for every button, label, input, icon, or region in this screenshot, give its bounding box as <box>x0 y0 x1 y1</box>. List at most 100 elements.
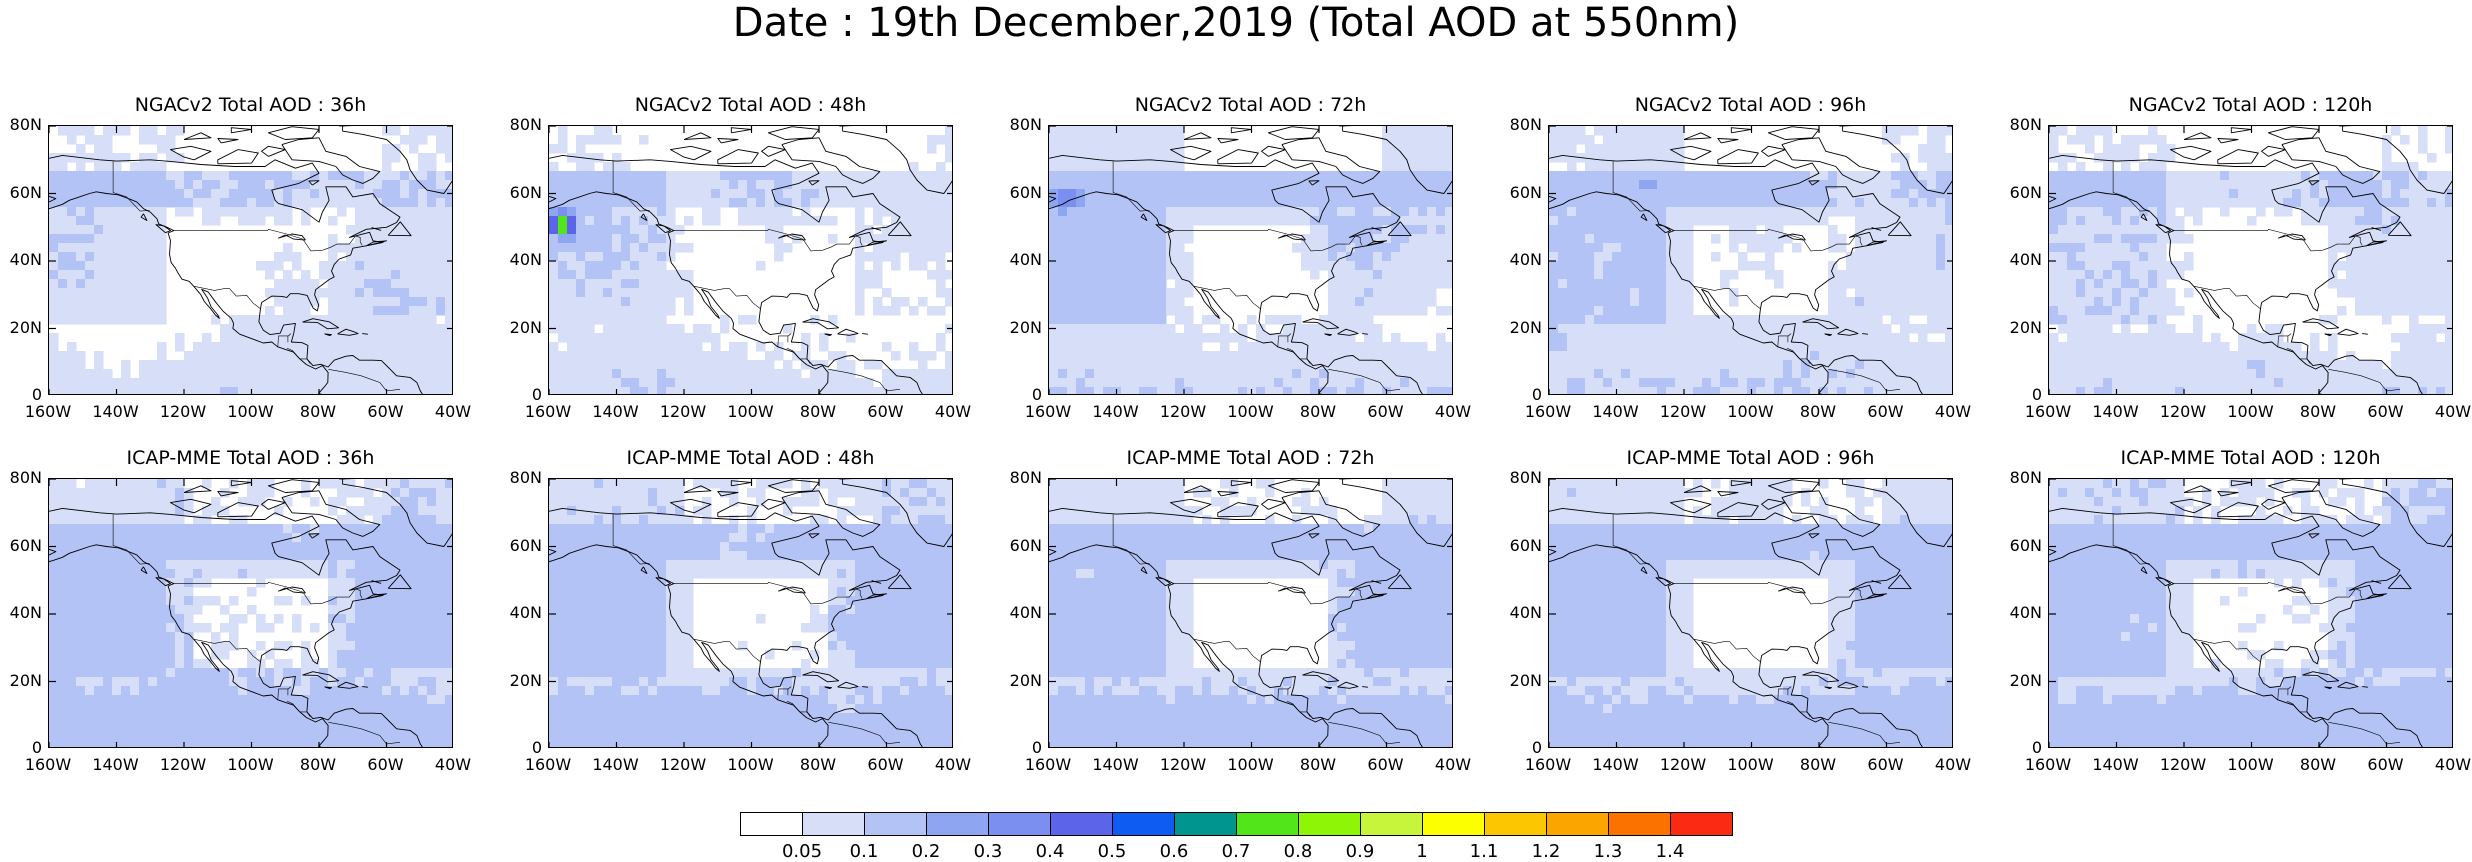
border-lines <box>112 514 401 745</box>
lat-tick-label: 80N <box>1509 468 1542 487</box>
colorbar-swatch <box>1546 812 1609 836</box>
colorbar-swatch <box>1236 812 1299 836</box>
lon-tick-label: 160W <box>524 402 572 421</box>
lon-tick-label: 80W <box>1299 755 1337 774</box>
colorbar-level-label: 0.1 <box>849 841 879 862</box>
lat-tick-label: 40N <box>509 250 542 269</box>
lat-tick-label: 80N <box>9 468 42 487</box>
colorbar-swatch <box>1670 812 1733 836</box>
lat-tick-label: 20N <box>1509 317 1542 337</box>
axis-ticks <box>2049 479 2452 747</box>
lon-tick-label: 100W <box>2227 402 2274 421</box>
lon-tick-label: 80W <box>1799 402 1837 421</box>
lat-tick-label: 20N <box>1509 670 1542 690</box>
aod-map-panel <box>2048 125 2453 395</box>
axis-ticks <box>49 126 452 394</box>
panel-title: ICAP-MME Total AOD : 36h <box>126 447 375 469</box>
lat-tick-label: 40N <box>2009 603 2042 622</box>
colorbar-swatch <box>802 812 865 836</box>
lon-tick-label: 40W <box>1934 755 1972 774</box>
aod-map-panel <box>48 125 453 395</box>
coastline-lines <box>1049 126 1452 394</box>
coastline-lines <box>1049 479 1452 747</box>
lat-tick-label: 40N <box>9 603 42 622</box>
colorbar-swatch <box>1484 812 1547 836</box>
panel-title: ICAP-MME Total AOD : 48h <box>626 447 875 469</box>
lat-tick-label: 20N <box>9 670 42 690</box>
lon-tick-label: 160W <box>24 755 72 774</box>
border-lines <box>112 161 401 392</box>
colorbar-level-label: 0.5 <box>1097 841 1127 862</box>
lat-tick-label: 0 <box>531 738 542 757</box>
lon-tick-label: 140W <box>1092 402 1139 421</box>
lat-tick-label: 60N <box>509 535 542 555</box>
axis-ticks <box>49 479 452 747</box>
axis-ticks <box>549 126 952 394</box>
lat-tick-label: 60N <box>2009 182 2042 202</box>
border-lines <box>2112 161 2401 392</box>
lon-tick-label: 80W <box>799 755 837 774</box>
lon-tick-label: 80W <box>2299 755 2337 774</box>
colorbar-swatch <box>1298 812 1361 836</box>
lat-tick-label: 80N <box>1509 115 1542 134</box>
lon-tick-label: 140W <box>592 755 639 774</box>
lon-tick-label: 80W <box>299 402 337 421</box>
colorbar-swatch <box>1174 812 1237 836</box>
colorbar-level-label: 1.4 <box>1655 841 1685 862</box>
lon-tick-label: 120W <box>159 755 207 774</box>
lat-tick-label: 20N <box>1009 670 1042 690</box>
lat-tick-label: 0 <box>31 385 42 404</box>
lat-tick-label: 0 <box>2031 385 2042 404</box>
border-lines <box>2112 514 2401 745</box>
lon-tick-label: 100W <box>727 755 774 774</box>
colorbar-swatch <box>1112 812 1175 836</box>
lon-tick-label: 140W <box>92 755 139 774</box>
aod-field <box>1049 479 1452 747</box>
axis-ticks <box>1549 126 1952 394</box>
lon-tick-label: 60W <box>367 755 404 774</box>
lat-tick-label: 20N <box>509 317 542 337</box>
colorbar-swatch <box>1608 812 1671 836</box>
lat-tick-label: 40N <box>1509 250 1542 269</box>
lon-tick-label: 40W <box>934 402 972 421</box>
lon-tick-label: 160W <box>524 755 572 774</box>
lon-tick-label: 100W <box>1227 402 1274 421</box>
lat-tick-label: 40N <box>9 250 42 269</box>
colorbar-swatch <box>1050 812 1113 836</box>
coastline-lines <box>49 126 452 394</box>
lon-tick-label: 60W <box>2367 402 2404 421</box>
lat-tick-label: 60N <box>2009 535 2042 555</box>
aod-map-panel <box>548 125 953 395</box>
lon-tick-label: 60W <box>1367 402 1404 421</box>
lon-tick-label: 100W <box>1727 402 1774 421</box>
colorbar-level-label: 0.4 <box>1035 841 1065 862</box>
lon-tick-label: 40W <box>1934 402 1972 421</box>
lon-tick-label: 140W <box>2092 755 2139 774</box>
lon-tick-label: 60W <box>367 402 404 421</box>
colorbar-level-label: 1.1 <box>1469 841 1499 862</box>
colorbar-level-label: 0.9 <box>1345 841 1375 862</box>
lon-tick-label: 80W <box>299 755 337 774</box>
lon-tick-label: 120W <box>1659 755 1707 774</box>
lat-tick-label: 60N <box>1009 535 1042 555</box>
lon-tick-label: 160W <box>1024 755 1072 774</box>
lon-tick-label: 140W <box>1092 755 1139 774</box>
lon-tick-label: 40W <box>1434 402 1472 421</box>
lat-tick-label: 80N <box>1009 115 1042 134</box>
coastline-lines <box>2049 126 2452 394</box>
lon-tick-label: 100W <box>227 402 274 421</box>
lon-tick-label: 140W <box>1592 755 1639 774</box>
aod-map-panel <box>48 478 453 748</box>
lon-tick-label: 120W <box>659 755 707 774</box>
lat-tick-label: 60N <box>1509 182 1542 202</box>
coastline-lines <box>2049 479 2452 747</box>
panel-title: NGACv2 Total AOD : 48h <box>634 94 867 116</box>
border-lines <box>1612 161 1901 392</box>
lat-tick-label: 0 <box>531 385 542 404</box>
lon-tick-label: 60W <box>867 402 904 421</box>
coastline-lines <box>1549 126 1952 394</box>
lat-tick-label: 60N <box>9 182 42 202</box>
lon-tick-label: 160W <box>1524 402 1572 421</box>
aod-field <box>49 479 452 747</box>
coastline-lines <box>549 479 952 747</box>
